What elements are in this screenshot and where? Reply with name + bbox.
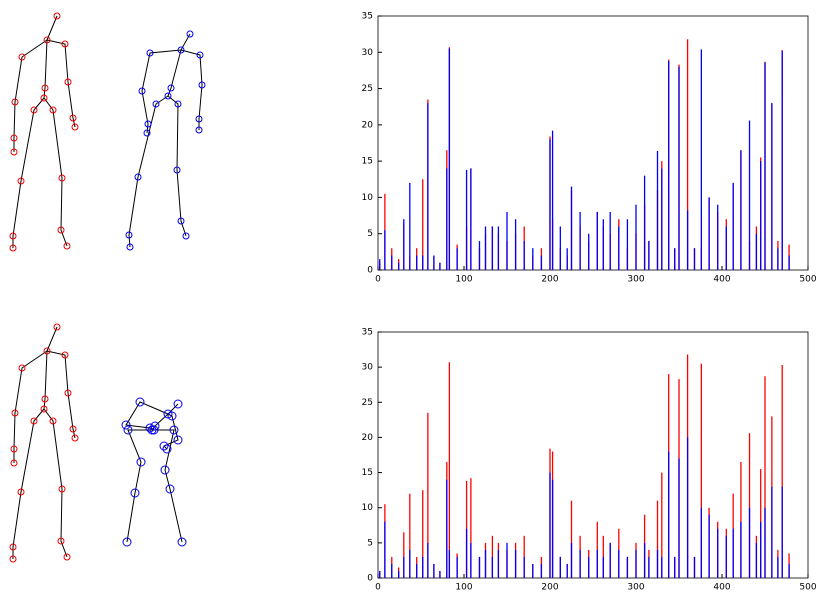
plot-frame bbox=[377, 331, 809, 579]
y-tick-label: 15 bbox=[362, 468, 373, 478]
x-tick-label: 0 bbox=[375, 275, 381, 285]
skeleton-estimate bbox=[121, 397, 187, 547]
x-tick-label: 400 bbox=[713, 275, 730, 285]
y-tick-label: 20 bbox=[362, 120, 374, 130]
y-tick-label: 30 bbox=[362, 48, 374, 58]
y-tick-label: 35 bbox=[362, 328, 373, 338]
y-tick-label: 0 bbox=[367, 574, 373, 584]
x-tick-label: 400 bbox=[713, 583, 730, 593]
x-tick-label: 100 bbox=[455, 583, 472, 593]
y-tick-label: 5 bbox=[367, 229, 373, 239]
x-tick-label: 200 bbox=[541, 275, 558, 285]
skeleton-estimate bbox=[125, 30, 206, 251]
y-tick-label: 30 bbox=[362, 363, 374, 373]
y-tick-label: 15 bbox=[362, 157, 373, 167]
x-tick-label: 0 bbox=[375, 583, 381, 593]
x-tick-label: 300 bbox=[627, 583, 644, 593]
plot-frame bbox=[377, 15, 809, 271]
y-tick-label: 25 bbox=[362, 398, 373, 408]
x-tick-label: 200 bbox=[541, 583, 558, 593]
x-tick-label: 500 bbox=[799, 583, 816, 593]
y-tick-label: 5 bbox=[367, 538, 373, 548]
x-tick-label: 500 bbox=[799, 275, 816, 285]
y-tick-label: 10 bbox=[362, 193, 374, 203]
y-tick-label: 20 bbox=[362, 433, 374, 443]
skeleton-reference bbox=[9, 323, 79, 563]
x-tick-label: 300 bbox=[627, 275, 644, 285]
y-tick-label: 25 bbox=[362, 84, 373, 94]
y-tick-label: 10 bbox=[362, 503, 374, 513]
y-tick-label: 35 bbox=[362, 12, 373, 22]
y-tick-label: 0 bbox=[367, 266, 373, 276]
skeleton-reference bbox=[9, 12, 79, 252]
x-tick-label: 100 bbox=[455, 275, 472, 285]
